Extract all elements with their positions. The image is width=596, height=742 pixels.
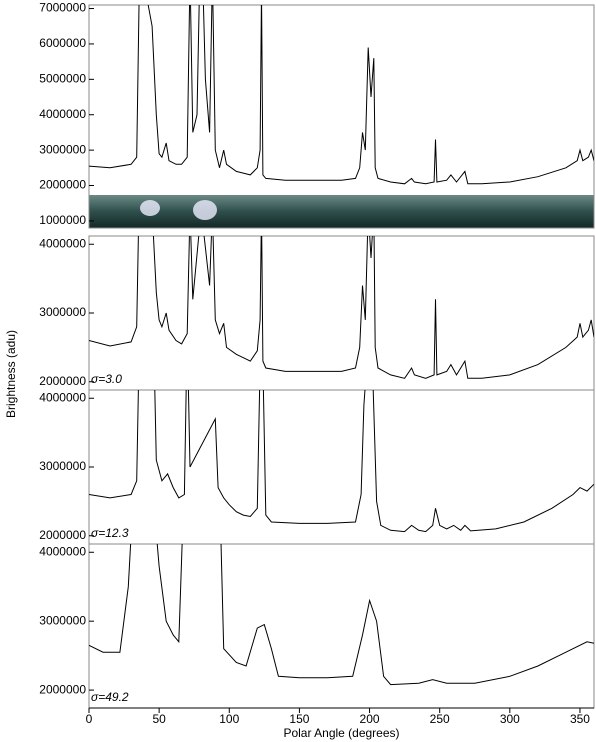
y-tick-label: 5000000 <box>39 72 86 86</box>
y-tick-label: 3000000 <box>39 142 86 156</box>
sigma-annotation: σ=49.2 <box>91 690 129 704</box>
series-line <box>89 544 594 686</box>
y-tick-label: 4000000 <box>39 544 86 558</box>
x-tick-label: 50 <box>152 712 166 726</box>
y-tick-label: 6000000 <box>39 36 86 50</box>
y-tick-label: 4000000 <box>39 107 86 121</box>
panel-frame <box>88 4 595 229</box>
panel-frame <box>88 389 595 545</box>
y-tick-label: 4000000 <box>39 390 86 404</box>
y-tick-label: 2000000 <box>39 178 86 192</box>
y-tick-label: 4000000 <box>39 236 86 250</box>
x-tick-label: 250 <box>430 712 450 726</box>
series-line <box>89 236 594 379</box>
y-tick-label: 2000000 <box>39 682 86 696</box>
sigma-annotation: σ=12.3 <box>91 526 129 540</box>
x-tick-label: 0 <box>86 712 93 726</box>
strip-highlight <box>193 200 217 220</box>
x-tick-label: 300 <box>500 712 520 726</box>
y-tick-label: 1000000 <box>39 213 86 227</box>
y-tick-label: 2000000 <box>39 374 86 388</box>
x-axis-label: Polar Angle (degrees) <box>283 726 399 740</box>
strip-highlight <box>140 200 160 216</box>
series-line <box>89 5 594 185</box>
image-strip <box>89 195 594 228</box>
sigma-annotation: σ=3.0 <box>91 372 122 386</box>
y-tick-label: 3000000 <box>39 305 86 319</box>
panel-frame <box>88 543 595 709</box>
x-tick-label: 200 <box>360 712 380 726</box>
y-axis-label: Brightness (adu) <box>4 330 18 418</box>
y-tick-label: 3000000 <box>39 613 86 627</box>
y-tick-label: 2000000 <box>39 528 86 542</box>
y-tick-label: 7000000 <box>39 1 86 15</box>
x-tick-label: 150 <box>289 712 309 726</box>
series-line <box>89 390 594 533</box>
panel-frame <box>88 235 595 391</box>
y-tick-label: 3000000 <box>39 459 86 473</box>
x-tick-label: 100 <box>219 712 239 726</box>
x-tick-label: 350 <box>570 712 590 726</box>
